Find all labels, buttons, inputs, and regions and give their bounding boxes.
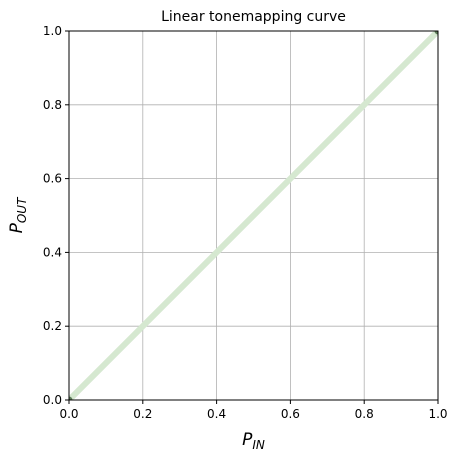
tonemapping-curve-line <box>69 31 438 400</box>
y-tick-label: 0.8 <box>43 98 62 112</box>
y-tick-label: 0.0 <box>43 393 62 407</box>
y-axis-ticks: 0.0 0.2 0.4 0.6 0.8 1.0 <box>43 24 69 407</box>
chart-title: Linear tonemapping curve <box>161 9 346 25</box>
x-axis-ticks: 0.0 0.2 0.4 0.6 0.8 1.0 <box>59 400 448 421</box>
y-tick-label: 0.2 <box>43 319 62 333</box>
y-axis-label-sub: OUT <box>15 196 29 223</box>
x-tick-label: 0.2 <box>133 407 152 421</box>
y-tick-label: 0.4 <box>43 245 62 259</box>
x-tick-label: 0.0 <box>59 407 78 421</box>
x-axis-label-sub: IN <box>252 438 265 452</box>
x-axis-label-main: P <box>242 430 253 450</box>
plot-frame <box>68 30 439 401</box>
y-tick-label: 1.0 <box>43 24 62 38</box>
x-tick-label: 0.6 <box>281 407 300 421</box>
control-point <box>69 396 73 400</box>
y-axis-label: POUT <box>7 196 29 233</box>
x-axis-label: PIN <box>242 430 265 452</box>
y-tick-label: 0.6 <box>43 172 62 186</box>
x-tick-label: 0.4 <box>207 407 226 421</box>
series-layer <box>69 31 438 400</box>
y-axis-label-main: P <box>7 222 27 233</box>
x-tick-label: 0.8 <box>355 407 374 421</box>
control-point <box>434 31 438 35</box>
x-tick-label: 1.0 <box>428 407 447 421</box>
